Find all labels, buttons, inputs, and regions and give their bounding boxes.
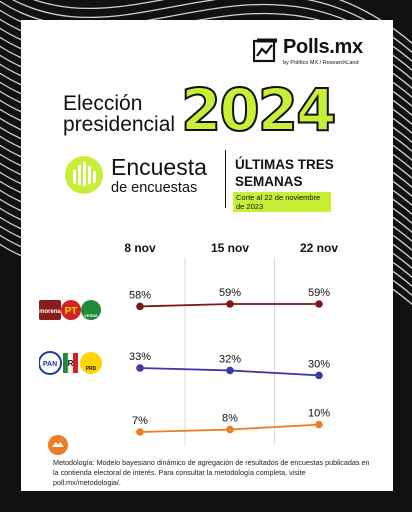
x-tick-label: 8 nov <box>124 241 156 255</box>
title-line-2: presidencial <box>63 113 176 136</box>
data-label: 7% <box>132 415 148 427</box>
logo-pt-text: PT <box>65 306 78 317</box>
header-divider <box>225 150 226 208</box>
title-line-1: Elección <box>63 92 143 115</box>
x-tick-label: 22 nov <box>300 241 338 255</box>
encuesta-subtitle: de encuestas <box>111 180 198 196</box>
brand-header: Polls.mx by Político MX / ResearchLand <box>253 36 383 76</box>
data-label: 30% <box>308 358 330 370</box>
data-point <box>315 420 323 429</box>
data-point <box>136 428 144 436</box>
data-point <box>226 425 234 434</box>
methodology-note: Metodología: Modelo bayesiano dinámico d… <box>53 458 370 487</box>
poll-line-chart: 8 nov 15 nov 22 nov 58% 59% 59% 33% 32% 30% 7% 8% 1… <box>124 241 338 445</box>
encuesta-logo-icon <box>65 156 103 194</box>
pan-pri-prd-logo-icon: PAN R PRD <box>39 351 102 375</box>
data-label: 59% <box>219 287 241 299</box>
brand-name: Polls.mx <box>283 36 363 58</box>
data-point <box>226 300 234 308</box>
logo-pri-text: R <box>68 359 74 368</box>
logo-morena-text: morena <box>39 309 61 315</box>
data-label: 32% <box>219 353 241 365</box>
morena-pt-pvem-logo-icon: morena PT VERDE <box>39 300 101 320</box>
period-line-2: SEMANAS <box>235 174 303 189</box>
encuesta-title: Encuesta <box>111 154 207 180</box>
period-line-1: ÚLTIMAS TRES <box>235 157 334 172</box>
logo-verde-text: VERDE <box>84 313 98 318</box>
x-tick-label: 15 nov <box>211 241 249 255</box>
title-year: 2024 <box>180 75 337 145</box>
data-label: 58% <box>129 289 151 301</box>
polls-logo-icon <box>253 38 277 63</box>
infographic-card: Polls.mx by Político MX / ResearchLand E… <box>21 20 393 491</box>
data-point <box>315 371 323 380</box>
movimiento-ciudadano-logo-icon <box>48 435 68 455</box>
data-point <box>315 300 323 308</box>
data-label: 8% <box>222 413 238 425</box>
data-label: 59% <box>308 287 330 299</box>
cutoff-date-badge: Corte al 22 de noviembre de 2023 <box>233 192 331 212</box>
logo-pan-text: PAN <box>43 361 57 368</box>
data-label: 33% <box>129 351 151 363</box>
data-point <box>226 366 234 375</box>
logo-prd-text: PRD <box>86 366 97 372</box>
data-label: 10% <box>308 408 330 420</box>
brand-subtitle: by Político MX / ResearchLand <box>283 60 359 66</box>
data-point <box>136 364 144 372</box>
data-point <box>136 302 144 311</box>
